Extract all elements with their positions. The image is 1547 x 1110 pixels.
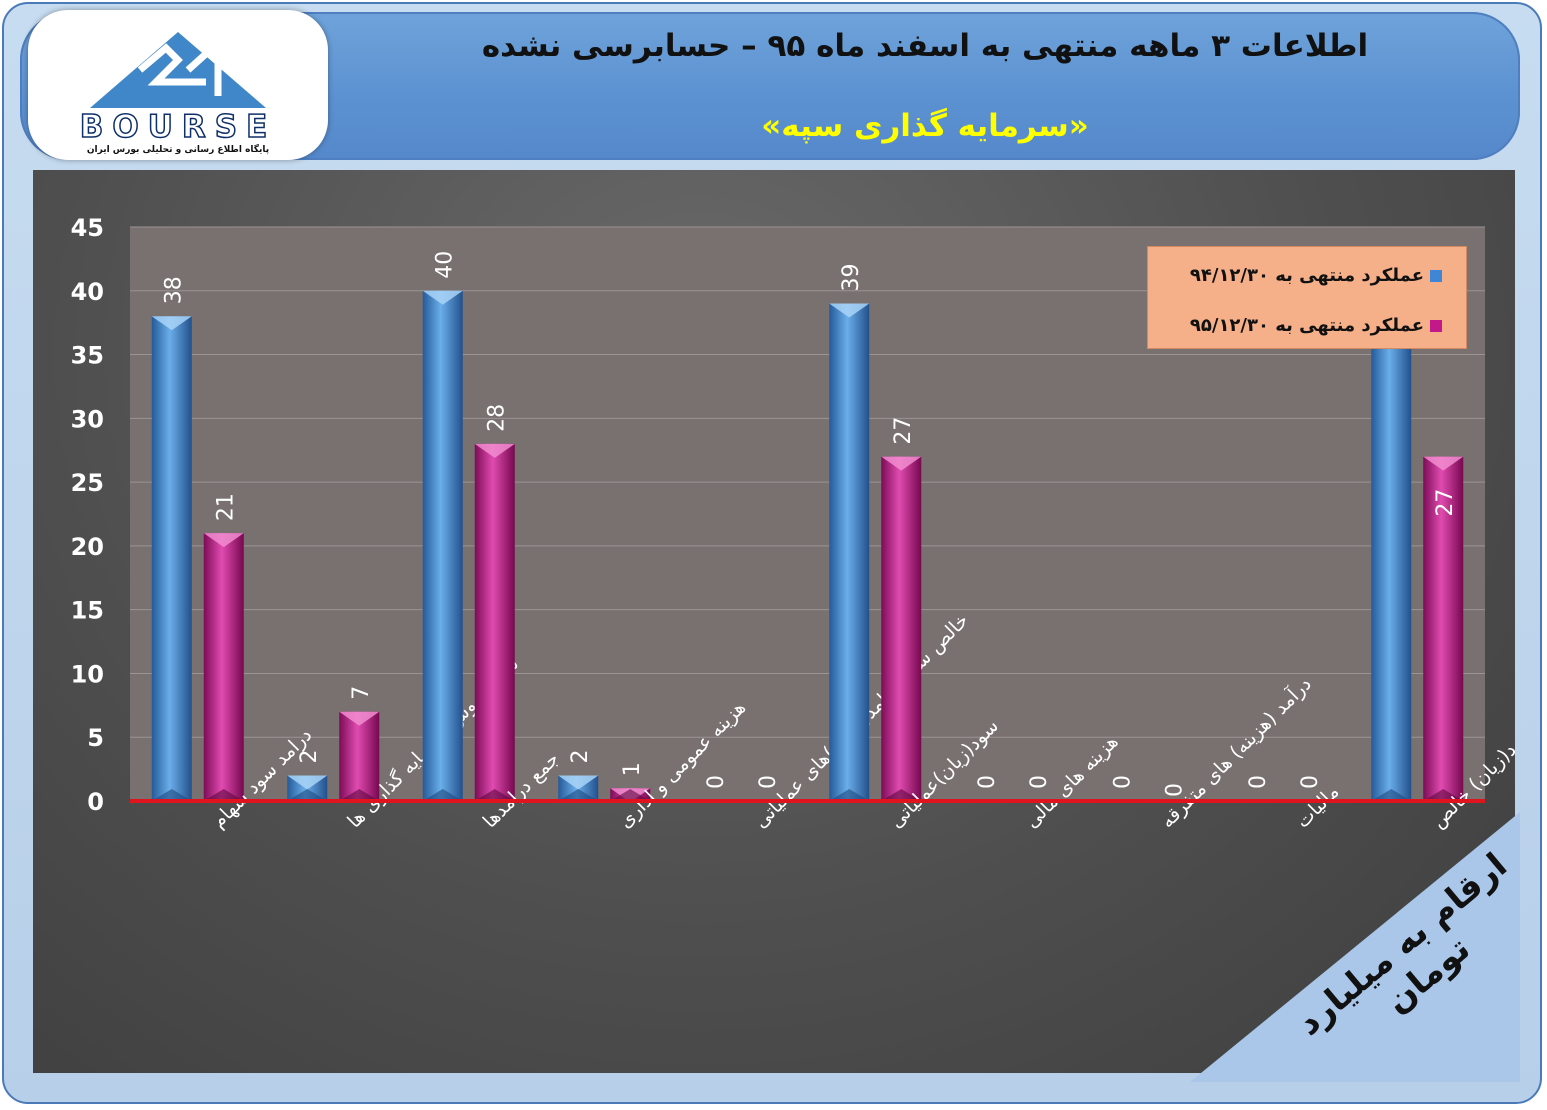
data-label: 7 <box>349 686 374 700</box>
bar-base-series-2 <box>1423 789 1464 801</box>
data-label: 2 <box>568 749 593 763</box>
bar-series-1 <box>151 316 192 801</box>
data-label: 0 <box>1110 775 1135 789</box>
y-tick-label: 30 <box>71 405 104 433</box>
bar-cap-series-2 <box>881 456 922 471</box>
y-tick-label: 40 <box>71 278 104 306</box>
data-label: 28 <box>485 404 510 432</box>
bar-base-series-1 <box>829 789 870 801</box>
y-tick-label: 15 <box>71 597 104 625</box>
bar-series-2 <box>203 533 244 801</box>
y-tick-label: 25 <box>71 469 104 497</box>
logo-mark-icon <box>90 32 266 108</box>
bar-base-series-2 <box>610 789 651 801</box>
bar-cap-series-1 <box>151 316 192 331</box>
y-tick-label: 20 <box>71 533 104 561</box>
y-tick-label: 45 <box>71 214 104 242</box>
bar-cap-series-1 <box>422 290 463 305</box>
bar-cap-series-1 <box>558 775 599 790</box>
bourse-logo: BOURSE پایگاه اطلاع رسانی و تحلیلی بورس … <box>28 10 328 160</box>
data-label: 0 <box>1298 775 1323 789</box>
bar-cap-series-1 <box>287 775 328 790</box>
bar-base-series-1 <box>1371 789 1412 801</box>
y-tick-label: 10 <box>71 660 104 688</box>
data-label: 0 <box>975 775 1000 789</box>
bar-base-series-1 <box>287 789 328 801</box>
data-label: 38 <box>162 276 187 304</box>
bar-cap-series-2 <box>339 711 380 726</box>
data-label: 27 <box>891 417 916 445</box>
bar-base-series-2 <box>203 789 244 801</box>
bar-series-1 <box>422 290 463 801</box>
page-title: اطلاعات ۳ ماهه منتهی به اسفند ماه ۹۵ – ح… <box>481 28 1369 64</box>
legend-label-series-1: عملکرد منتهی به ۹۴/۱۲/۳۰ <box>1189 265 1424 286</box>
bar-series-2 <box>339 711 380 801</box>
data-label: 21 <box>214 493 239 521</box>
legend-swatch-series-1 <box>1430 270 1442 282</box>
data-label: 0 <box>1027 775 1052 789</box>
bar-cap-series-2 <box>474 443 515 458</box>
y-tick-label: 0 <box>87 788 104 816</box>
data-label: 40 <box>433 251 458 279</box>
bar-cap-series-2 <box>203 533 244 548</box>
bar-series-2 <box>474 443 515 801</box>
bar-base-series-2 <box>881 789 922 801</box>
bar-series-1 <box>1371 303 1412 801</box>
data-label: 0 <box>1246 775 1271 789</box>
data-label: 0 <box>756 775 781 789</box>
bar-cap-series-1 <box>829 303 870 318</box>
data-label: 0 <box>704 775 729 789</box>
bar-series-2 <box>881 456 922 801</box>
bar-series-1 <box>829 303 870 801</box>
data-label: 0 <box>1162 783 1187 797</box>
bar-base-series-1 <box>422 789 463 801</box>
bar-base-series-1 <box>151 789 192 801</box>
data-label: 2 <box>297 749 322 763</box>
logo-brand-text: BOURSE <box>79 108 277 146</box>
y-tick-label: 5 <box>87 724 104 752</box>
bar-base-series-2 <box>474 789 515 801</box>
page-subtitle: «سرمایه گذاری سپه» <box>761 108 1089 144</box>
y-tick-label: 35 <box>71 342 104 370</box>
legend-swatch-series-2 <box>1430 320 1442 332</box>
data-label: 1 <box>620 762 645 776</box>
bar-base-series-2 <box>339 789 380 801</box>
bar-series-2 <box>1423 456 1464 801</box>
bar-base-series-1 <box>558 789 599 801</box>
data-label: 39 <box>839 264 864 292</box>
legend-label-series-2: عملکرد منتهی به ۹۵/۱۲/۳۰ <box>1189 315 1424 336</box>
legend-item-series-1: عملکرد منتهی به ۹۴/۱۲/۳۰ <box>1190 265 1442 286</box>
chart-legend: عملکرد منتهی به ۹۴/۱۲/۳۰ عملکرد منتهی به… <box>1147 246 1467 349</box>
legend-item-series-2: عملکرد منتهی به ۹۵/۱۲/۳۰ <box>1190 315 1442 336</box>
logo-tagline: پایگاه اطلاع رسانی و تحلیلی بورس ایران <box>86 145 270 155</box>
bar-cap-series-2 <box>1423 456 1464 471</box>
data-label: 27 <box>1433 489 1458 517</box>
